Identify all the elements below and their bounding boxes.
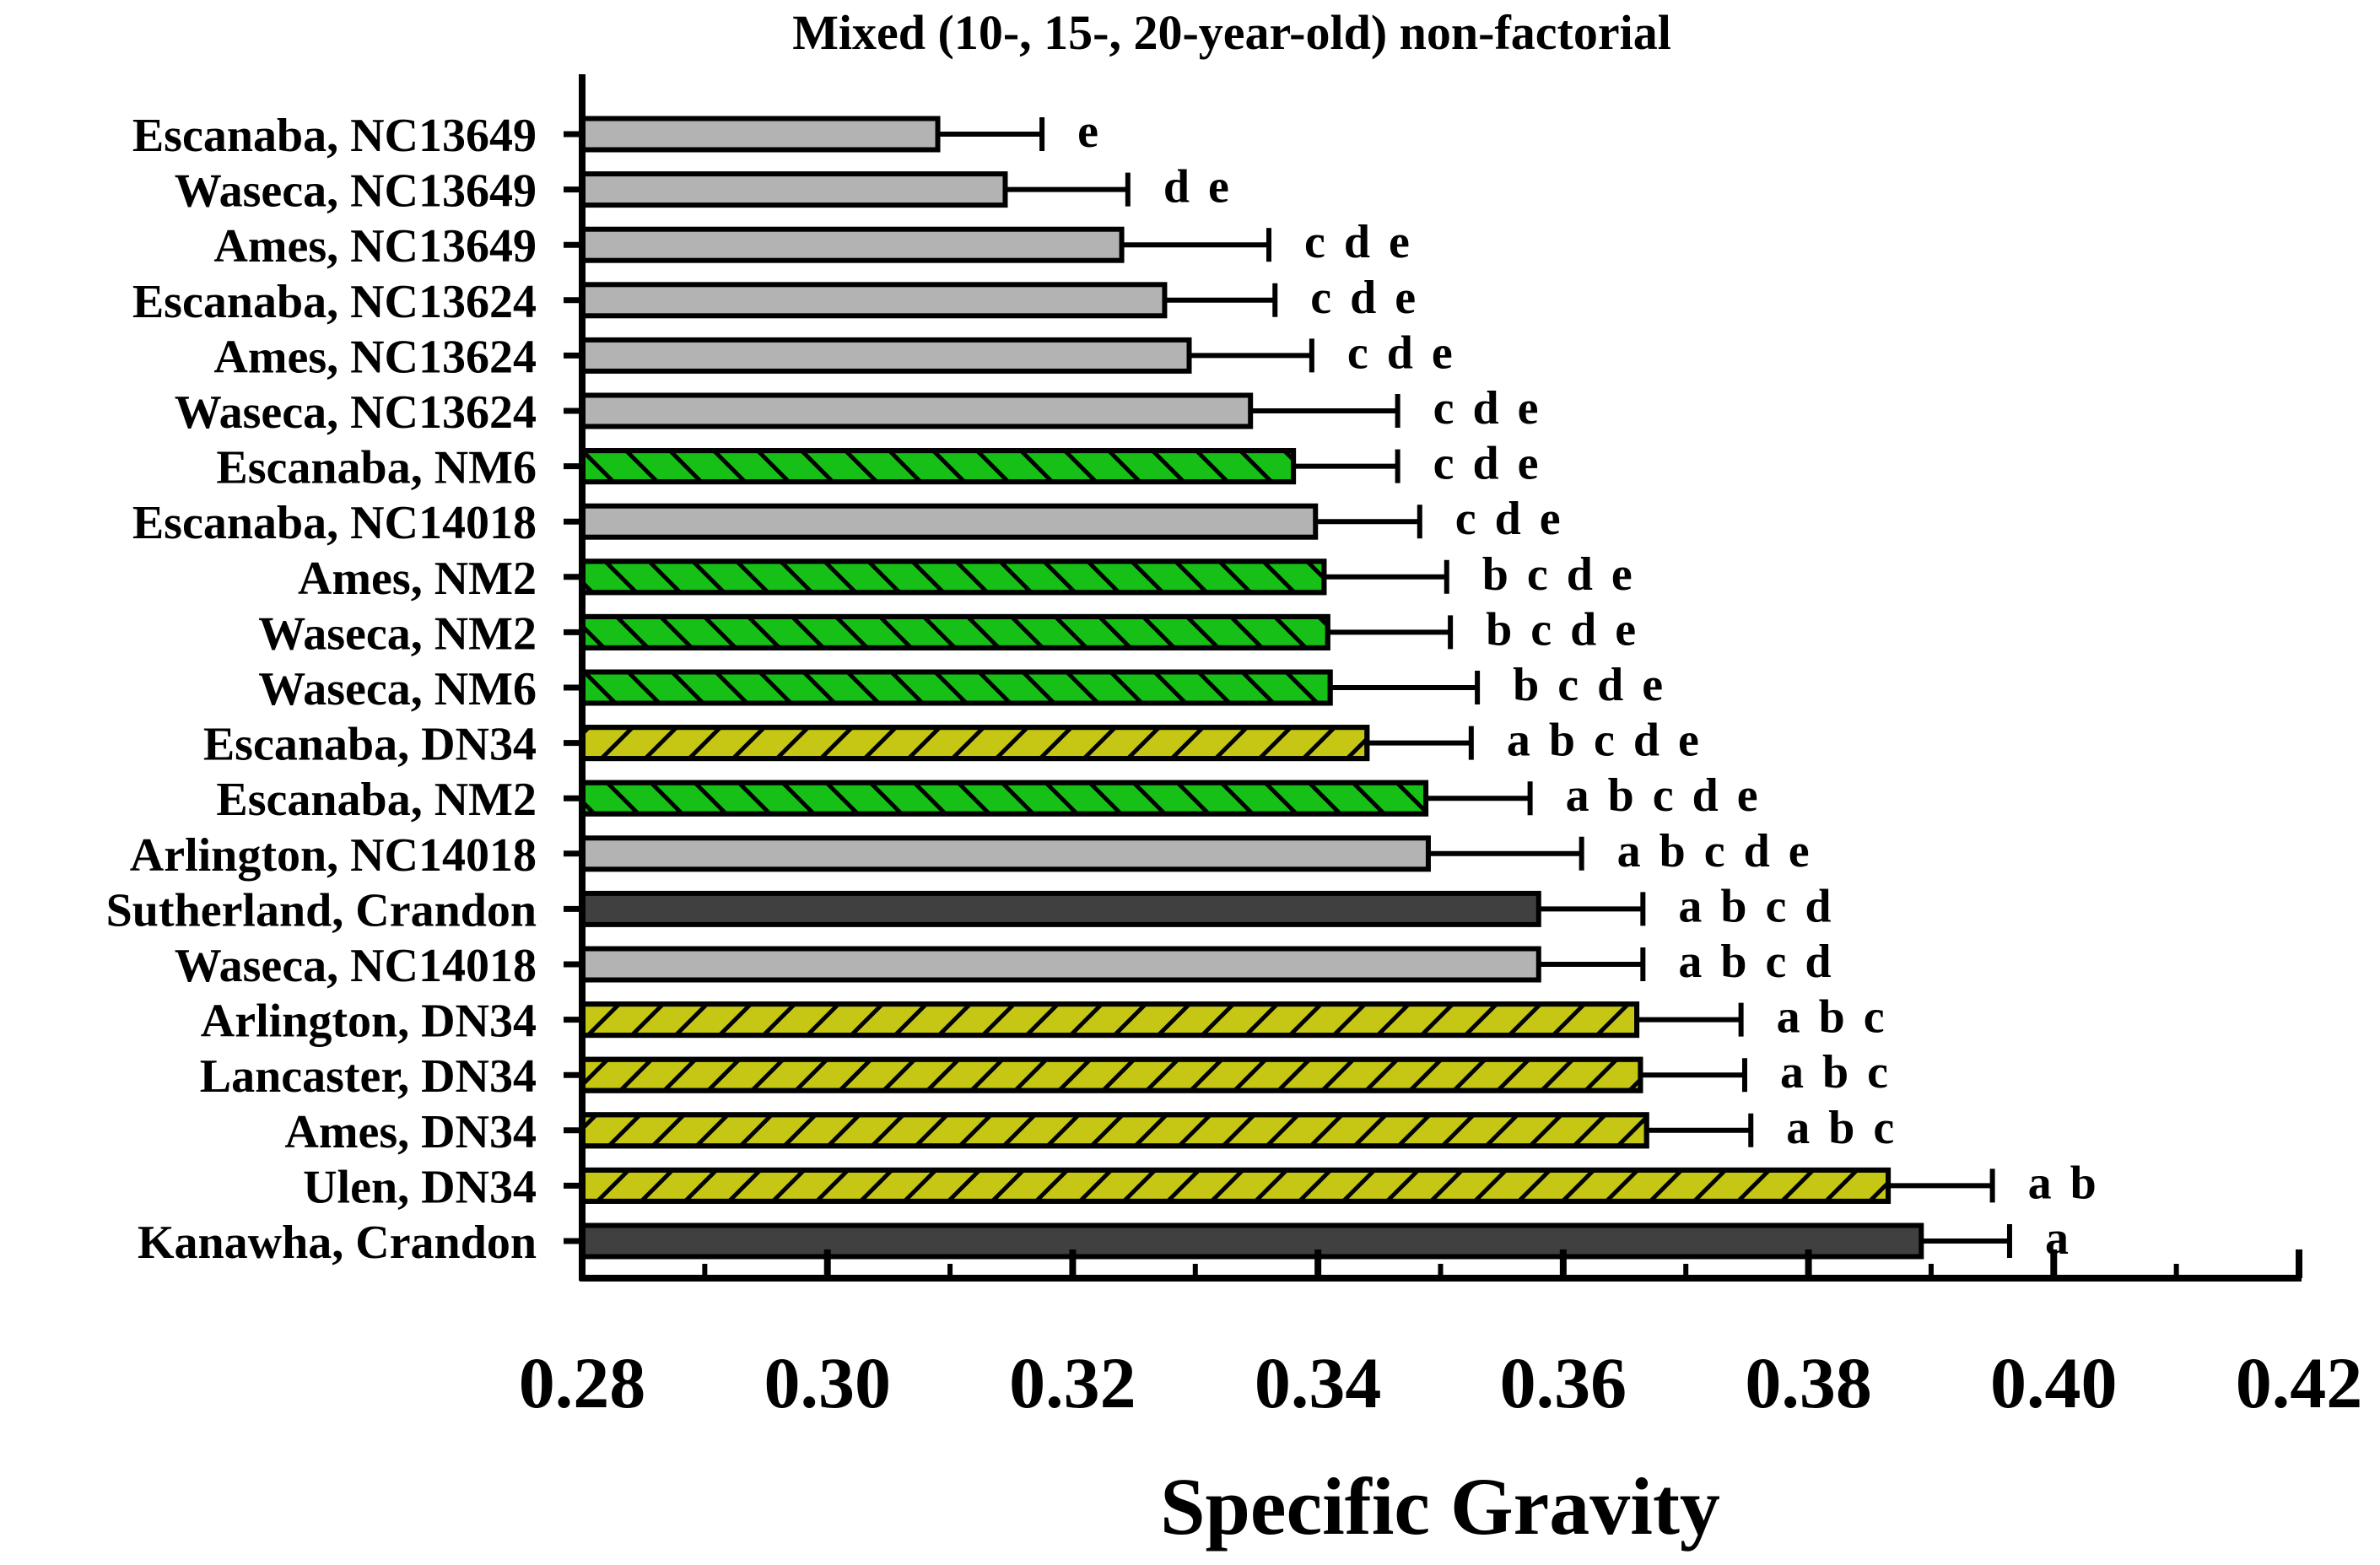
y-tick-label: Waseca, NC13649 bbox=[175, 165, 537, 218]
significance-letters: e bbox=[1077, 105, 1102, 158]
significance-letters: b c d e bbox=[1513, 659, 1666, 711]
bar bbox=[580, 890, 1541, 927]
significance-letters: b c d e bbox=[1482, 548, 1636, 601]
significance-letters: b c d e bbox=[1486, 603, 1639, 656]
significance-letters: a b c bbox=[1780, 1046, 1892, 1098]
y-tick-label: Ames, NM2 bbox=[298, 553, 537, 605]
y-tick-label: Waseca, NM6 bbox=[258, 663, 537, 715]
x-tick-label: 0.36 bbox=[1500, 1342, 1627, 1423]
bar bbox=[580, 392, 1254, 429]
bar-hatch bbox=[580, 669, 1333, 706]
x-tick-label: 0.30 bbox=[764, 1342, 891, 1423]
y-tick-label: Ames, DN34 bbox=[284, 1106, 537, 1158]
bar bbox=[580, 503, 1319, 540]
significance-letters: c d e bbox=[1310, 272, 1419, 324]
x-tick-label: 0.34 bbox=[1255, 1342, 1382, 1423]
significance-letters: a b c d bbox=[1678, 880, 1834, 932]
bar-hatch bbox=[580, 559, 1327, 596]
significance-letters: a b bbox=[2028, 1157, 2100, 1209]
y-tick-label: Waseca, NM2 bbox=[258, 607, 537, 660]
bar-hatch bbox=[580, 780, 1429, 817]
bar-hatch bbox=[580, 1167, 1892, 1204]
bar-hatch bbox=[580, 1112, 1649, 1149]
bars-layer: ed ec d ec d ec d ec d ec d ec d eb c d … bbox=[580, 105, 2100, 1265]
significance-letters: c d e bbox=[1347, 326, 1456, 379]
significance-letters: a b c d e bbox=[1507, 715, 1703, 767]
significance-letters: c d e bbox=[1304, 216, 1413, 268]
significance-letters: a bbox=[2045, 1212, 2072, 1265]
bar bbox=[580, 835, 1431, 872]
bar-hatch bbox=[580, 725, 1370, 762]
y-tick-label: Waseca, NC14018 bbox=[175, 940, 537, 992]
y-tick-label: Ames, NC13624 bbox=[213, 331, 537, 383]
y-tick-label: Escanaba, NM2 bbox=[216, 774, 537, 826]
y-tick-label: Escanaba, DN34 bbox=[203, 719, 537, 771]
bar bbox=[580, 116, 941, 153]
y-tick-label: Lancaster, DN34 bbox=[200, 1050, 537, 1103]
significance-letters: a b c d bbox=[1678, 936, 1834, 988]
y-tick-label: Ames, NC13649 bbox=[213, 220, 537, 273]
bar-hatch bbox=[580, 1001, 1640, 1039]
bar-hatch bbox=[580, 1056, 1643, 1093]
significance-letters: a b c bbox=[1777, 991, 1888, 1044]
bar-hatch bbox=[580, 613, 1330, 650]
bar bbox=[580, 282, 1168, 319]
x-tick-label: 0.42 bbox=[2236, 1342, 2363, 1423]
x-axis-label: Specific Gravity bbox=[1160, 1461, 1720, 1552]
y-tick-label: Arlington, NC14018 bbox=[130, 829, 537, 882]
bar bbox=[580, 946, 1541, 983]
y-tick-label: Ulen, DN34 bbox=[303, 1161, 537, 1213]
x-tick-label: 0.38 bbox=[1745, 1342, 1872, 1423]
y-tick-label: Escanaba, NM6 bbox=[216, 442, 537, 494]
significance-letters: c d e bbox=[1433, 382, 1542, 434]
y-tick-label: Kanawha, Crandon bbox=[138, 1217, 537, 1269]
bar-hatch bbox=[580, 448, 1297, 485]
significance-letters: c d e bbox=[1433, 438, 1542, 490]
chart-title: Mixed (10-, 15-, 20-year-old) non-factor… bbox=[792, 5, 1671, 60]
y-tick-label: Escanaba, NC13624 bbox=[132, 276, 537, 328]
significance-letters: a b c d e bbox=[1617, 825, 1813, 877]
y-tick-label: Sutherland, Crandon bbox=[106, 884, 537, 936]
bar bbox=[580, 337, 1192, 374]
x-tick-label: 0.32 bbox=[1009, 1342, 1136, 1423]
y-tick-label: Escanaba, NC14018 bbox=[132, 497, 537, 549]
bar bbox=[580, 1222, 1924, 1260]
significance-letters: a b c bbox=[1786, 1102, 1897, 1154]
x-tick-label: 0.28 bbox=[519, 1342, 646, 1423]
significance-letters: c d e bbox=[1455, 493, 1564, 545]
y-tick-label: Waseca, NC13624 bbox=[175, 386, 537, 439]
significance-letters: d e bbox=[1163, 161, 1233, 213]
bar bbox=[580, 171, 1008, 208]
y-tick-label: Escanaba, NC13649 bbox=[132, 110, 537, 162]
y-tick-label: Arlington, DN34 bbox=[201, 996, 537, 1048]
significance-letters: a b c d e bbox=[1566, 769, 1762, 822]
bar bbox=[580, 226, 1125, 263]
x-tick-label: 0.40 bbox=[1990, 1342, 2118, 1423]
